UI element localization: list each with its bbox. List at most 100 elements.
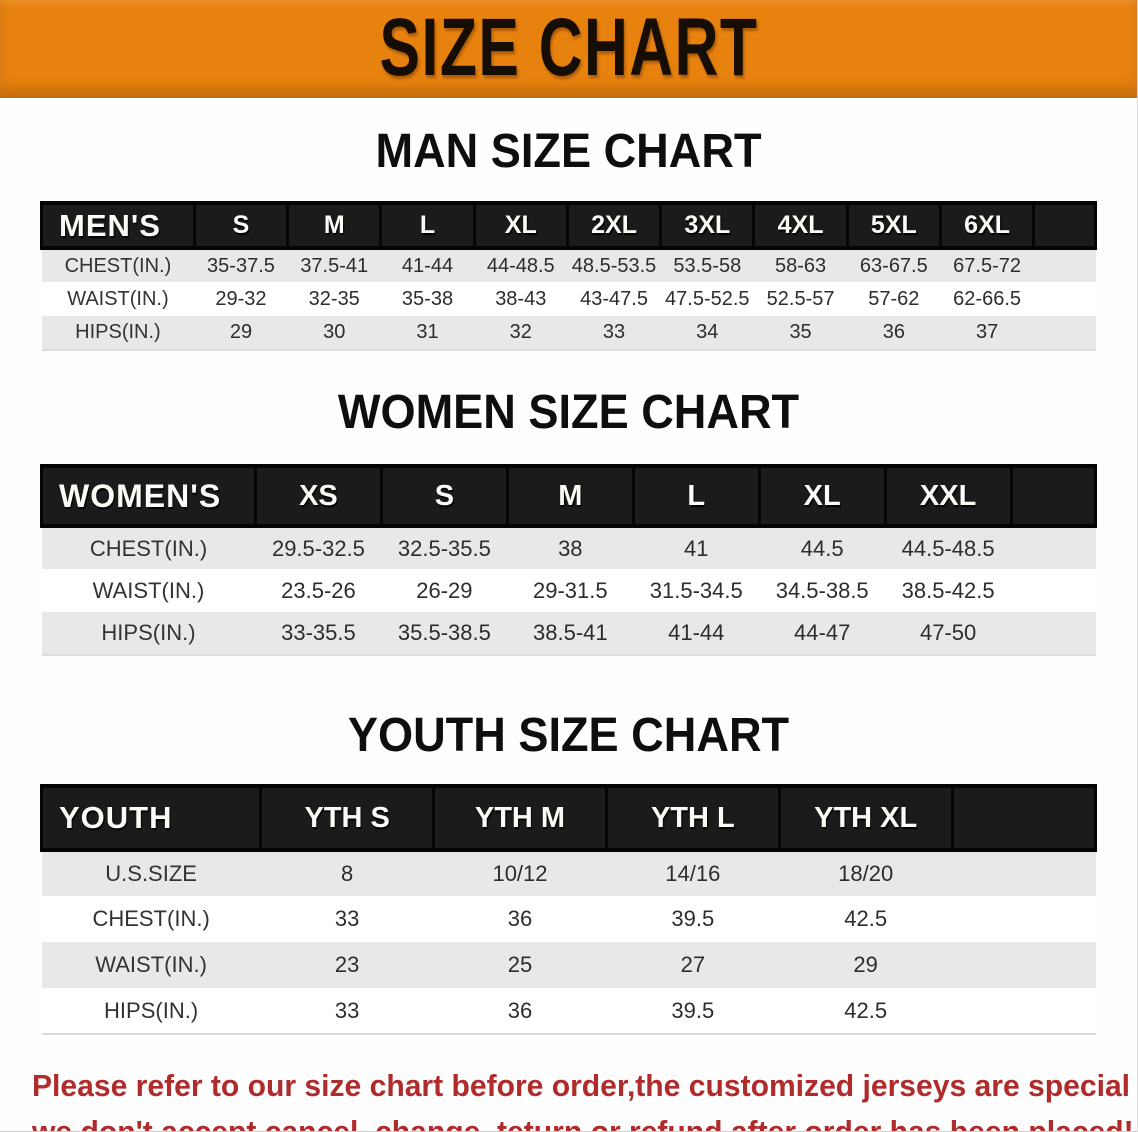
- size-column-header: S: [381, 464, 509, 528]
- size-column-header: 4XL: [753, 201, 849, 250]
- measurement-value: 23.5-26: [255, 569, 382, 612]
- measurement-value: 31.5-34.5: [633, 569, 760, 612]
- measurement-row: CHEST(IN.) 33 36 39.5 42.5: [41, 896, 1096, 942]
- measurement-value: 8: [260, 850, 434, 896]
- row-spacer: [1011, 526, 1096, 569]
- measurement-value: 37.5-41: [287, 248, 381, 282]
- women-size-section: WOMEN SIZE CHART WOMEN'S XS S M L XL XXL CHEST(…: [0, 389, 1137, 656]
- measurement-value: 33-35.5: [255, 612, 382, 656]
- row-spacer: [1011, 612, 1096, 656]
- measurement-value: 47-50: [885, 612, 1012, 656]
- measurement-value: 42.5: [779, 988, 953, 1035]
- measurement-row: WAIST(IN.) 23 25 27 29: [41, 942, 1096, 988]
- header-spacer: [952, 784, 1098, 852]
- size-group-label: MEN'S: [40, 201, 196, 250]
- measurement-value: 44-48.5: [474, 248, 568, 282]
- measurement-value: 38-43: [474, 282, 568, 316]
- men-chart-heading: MAN SIZE CHART: [375, 125, 762, 178]
- measurement-label: CHEST(IN.): [41, 896, 261, 942]
- size-column-header: 3XL: [660, 201, 756, 250]
- measurement-value: 10/12: [433, 850, 607, 896]
- size-column-header: L: [380, 201, 476, 250]
- measurement-label: WAIST(IN.): [41, 942, 261, 988]
- measurement-value: 35.5-38.5: [381, 612, 508, 656]
- row-spacer: [1033, 248, 1096, 282]
- size-column-header: YTH S: [260, 784, 436, 852]
- women-size-table: WOMEN'S XS S M L XL XXL CHEST(IN.) 29.5-32.5 32.5…: [40, 464, 1098, 656]
- measurement-value: 57-62: [847, 282, 941, 316]
- measurement-value: 29: [194, 316, 288, 351]
- measurement-value: 62-66.5: [940, 282, 1034, 316]
- row-spacer: [1033, 282, 1096, 316]
- measurement-value: 29.5-32.5: [255, 526, 382, 569]
- size-column-header: YTH M: [433, 784, 608, 852]
- size-column-header: YTH L: [606, 784, 781, 852]
- size-column-header: XL: [474, 201, 569, 250]
- measurement-value: 30: [287, 316, 381, 351]
- measurement-value: 63-67.5: [847, 248, 941, 282]
- measurement-value: 36: [847, 316, 941, 351]
- size-column-header: M: [507, 464, 635, 528]
- size-column-header: XXL: [885, 464, 1013, 528]
- measurement-value: 48.5-53.5: [567, 248, 661, 282]
- measurement-value: 23: [260, 942, 434, 988]
- measurement-value: 26-29: [381, 569, 508, 612]
- youth-size-table: YOUTH YTH S YTH M YTH L YTH XL U.S.SIZE 8 10/12…: [39, 784, 1098, 1035]
- measurement-label: WAIST(IN.): [41, 569, 256, 612]
- measurement-value: 32.5-35.5: [381, 526, 508, 569]
- size-column-header: 6XL: [940, 201, 1036, 250]
- row-spacer: [1033, 316, 1096, 351]
- men-size-table: MEN'S S M L XL 2XL 3XL 4XL 5XL 6XL CHEST(IN.) 35-37…: [40, 201, 1097, 351]
- measurement-value: 38.5-41: [507, 612, 634, 656]
- measurement-value: 27: [606, 942, 780, 988]
- banner: SIZE CHART: [0, 0, 1137, 98]
- measurement-value: 38: [507, 526, 634, 569]
- disclaimer-line-2: we don't accept cancel, change, teturn o…: [32, 1113, 1134, 1132]
- measurement-value: 36: [433, 988, 607, 1035]
- size-column-header: L: [633, 464, 761, 528]
- measurement-value: 58-63: [753, 248, 848, 282]
- size-column-header: S: [194, 201, 290, 250]
- size-column-header: M: [287, 201, 383, 250]
- measurement-value: 44-47: [759, 612, 886, 656]
- measurement-value: 34: [660, 316, 754, 351]
- row-spacer: [952, 988, 1096, 1035]
- measurement-row: HIPS(IN.) 33-35.5 35.5-38.5 38.5-41 41-44 44-…: [41, 612, 1096, 656]
- measurement-row: CHEST(IN.) 29.5-32.5 32.5-35.5 38 41 44.5 44.5…: [41, 526, 1096, 569]
- measurement-value: 39.5: [606, 896, 780, 942]
- size-column-header: XS: [255, 464, 383, 528]
- size-table-header-row: YOUTH YTH S YTH M YTH L YTH XL: [39, 784, 1098, 852]
- page-title: SIZE CHART: [379, 1, 758, 93]
- order-disclaimer: Please refer to our size chart before or…: [32, 1063, 1137, 1132]
- size-column-header: 2XL: [567, 201, 663, 250]
- row-spacer: [952, 850, 1096, 896]
- measurement-value: 18/20: [779, 850, 953, 896]
- measurement-value: 34.5-38.5: [759, 569, 886, 612]
- measurement-label: U.S.SIZE: [41, 850, 261, 896]
- measurement-value: 36: [433, 896, 607, 942]
- measurement-label: CHEST(IN.): [41, 248, 195, 282]
- size-group-label: WOMEN'S: [40, 464, 257, 528]
- size-table-header-row: WOMEN'S XS S M L XL XXL: [40, 464, 1098, 528]
- measurement-value: 35-37.5: [194, 248, 288, 282]
- measurement-value: 33: [260, 988, 434, 1035]
- disclaimer-line-1: Please refer to our size chart before or…: [32, 1068, 1137, 1103]
- measurement-value: 14/16: [606, 850, 780, 896]
- row-spacer: [1011, 569, 1096, 612]
- measurement-row: U.S.SIZE 8 10/12 14/16 18/20: [41, 850, 1096, 896]
- size-column-header: YTH XL: [779, 784, 954, 852]
- measurement-value: 29-31.5: [507, 569, 634, 612]
- measurement-value: 44.5-48.5: [885, 526, 1012, 569]
- men-size-section: MAN SIZE CHART MEN'S S M L XL 2XL 3XL 4XL 5XL 6XL…: [0, 128, 1137, 351]
- measurement-value: 53.5-58: [660, 248, 754, 282]
- measurement-value: 35-38: [380, 282, 475, 316]
- size-table-header-row: MEN'S S M L XL 2XL 3XL 4XL 5XL 6XL: [40, 201, 1097, 250]
- measurement-row: HIPS(IN.) 29 30 31 32 33 34 35 36 37: [41, 316, 1096, 351]
- measurement-value: 67.5-72: [940, 248, 1034, 282]
- size-column-header: XL: [759, 464, 887, 528]
- measurement-value: 44.5: [759, 526, 886, 569]
- measurement-value: 42.5: [779, 896, 953, 942]
- measurement-value: 37: [940, 316, 1034, 351]
- size-group-label: YOUTH: [39, 784, 263, 852]
